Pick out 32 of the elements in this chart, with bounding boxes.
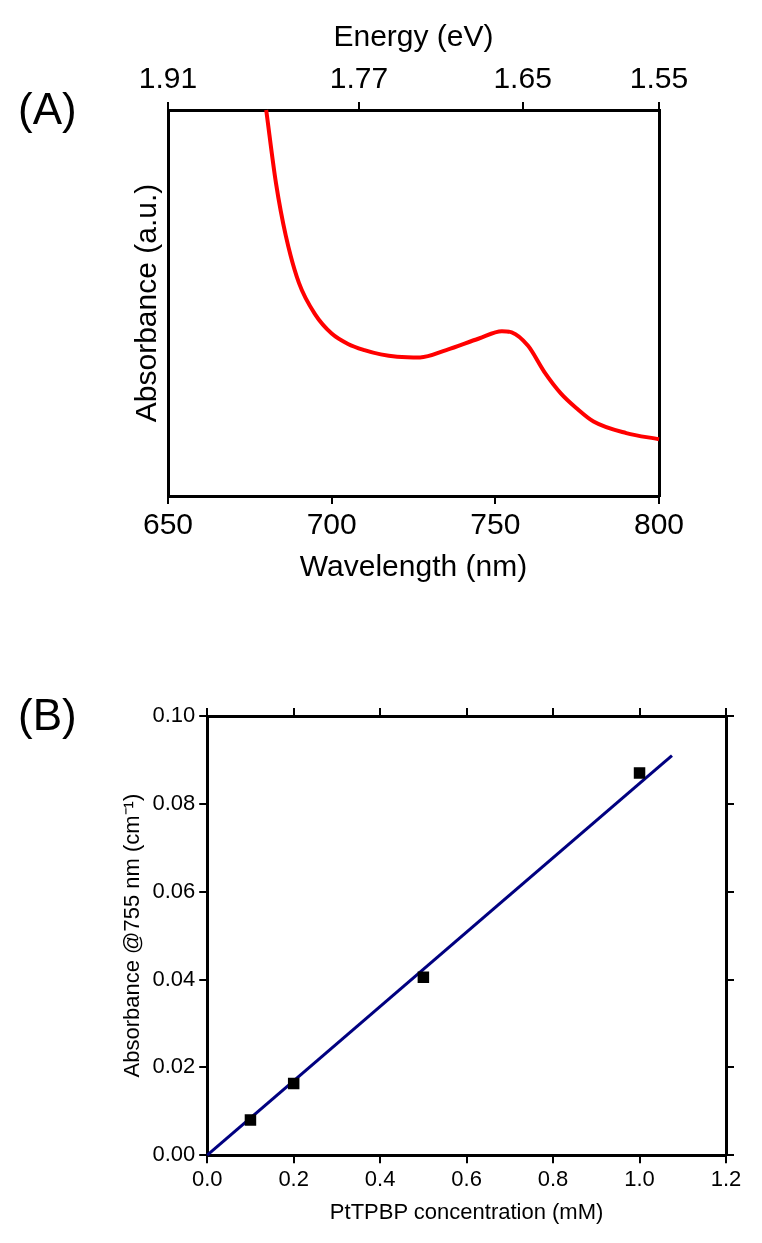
x-axis-title: Wavelength (nm) <box>299 549 528 583</box>
x-tick-label: 750 <box>470 507 521 541</box>
x-tick-label: 650 <box>142 507 194 541</box>
x-axis-title: PtTPBP concentration (mM) <box>329 1198 604 1224</box>
x-tick-label: 0.6 <box>451 1166 482 1192</box>
x-tick-label: 800 <box>633 507 685 541</box>
x2-tick-label: 1.77 <box>329 61 389 95</box>
point <box>417 971 430 984</box>
point <box>287 1077 300 1090</box>
y-tick-label: 0.00 <box>152 1141 196 1167</box>
y-tick-label: 0.06 <box>152 877 196 903</box>
x-tick-label: 0.4 <box>364 1166 396 1192</box>
x-tick-label: 0.2 <box>278 1166 309 1192</box>
y-tick-label: 0.04 <box>152 965 196 991</box>
y-axis-title: Absorbance @755 nm (cm⁻¹) <box>119 793 145 1078</box>
y-tick-label: 0.10 <box>152 702 196 728</box>
x-tick-label: 1.0 <box>624 1166 655 1192</box>
point <box>244 1114 257 1126</box>
x2-tick-label: 1.55 <box>629 61 689 95</box>
x-tick-label: 700 <box>306 507 357 541</box>
y-tick-label: 0.02 <box>152 1053 196 1079</box>
y-tick-label: 0.08 <box>152 789 196 815</box>
point <box>633 767 646 779</box>
x-tick-label: 0.8 <box>537 1166 569 1192</box>
text: (B) <box>18 690 77 740</box>
x2-tick-label: 1.65 <box>493 61 552 95</box>
x2-tick-label: 1.91 <box>138 61 198 95</box>
text: (A) <box>18 84 77 134</box>
x-tick-label: 0.0 <box>191 1166 223 1192</box>
y-axis-title: Absorbance (a.u.) <box>129 183 163 423</box>
x2-axis-title: Energy (eV) <box>333 19 494 53</box>
x-tick-label: 1.2 <box>710 1166 742 1192</box>
